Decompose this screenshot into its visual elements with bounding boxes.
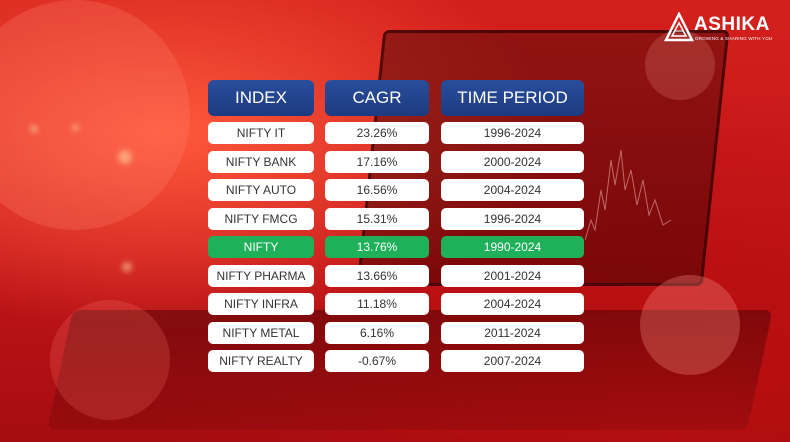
index-cell: NIFTY IT [208,122,314,144]
time-period-cell: 2004-2024 [441,293,584,315]
index-cell: NIFTY REALTY [208,350,314,372]
bokeh-light [50,300,170,420]
stock-chart-backdrop [585,149,672,241]
cagr-cell: 15.31% [325,207,429,230]
bokeh-light [0,0,190,230]
ashika-logo-mark-icon [664,12,694,42]
time-period-cell: 1990-2024 [441,236,584,258]
time-period-cell: 2007-2024 [441,350,584,372]
index-cell: NIFTY [208,236,314,258]
cagr-cell: 13.66% [325,264,429,287]
cagr-cell: 17.16% [325,150,429,173]
time-period-cell: 1996-2024 [441,207,584,230]
brand-tagline: GROWING & SHARING WITH YOU [695,36,773,41]
index-cell: NIFTY AUTO [208,179,314,201]
bokeh-light [30,125,38,133]
bokeh-light [640,275,740,375]
index-cell: NIFTY BANK [208,150,314,173]
cagr-cell: 11.18% [325,293,429,315]
time-period-cell: 2001-2024 [441,264,584,287]
time-period-cell: 1996-2024 [441,122,584,144]
time-period-cell: 2000-2024 [441,150,584,173]
cagr-cell: 16.56% [325,179,429,201]
index-cell: NIFTY METAL [208,321,314,344]
bokeh-light [118,150,132,164]
time-period-cell: 2011-2024 [441,321,584,344]
cagr-cell: 23.26% [325,122,429,144]
column-header-index: INDEX [208,80,314,116]
bokeh-light [72,124,79,131]
cagr-cell: 6.16% [325,321,429,344]
ashika-logo: ASHIKA GROWING & SHARING WITH YOU [664,12,774,46]
index-cell: NIFTY INFRA [208,293,314,315]
time-period-cell: 2004-2024 [441,179,584,201]
bokeh-light [645,30,715,100]
column-header-time-period: TIME PERIOD [441,80,584,116]
cagr-cell: -0.67% [325,350,429,372]
column-header-cagr: CAGR [325,80,429,116]
index-cell: NIFTY PHARMA [208,264,314,287]
bokeh-light [122,262,132,272]
brand-name: ASHIKA [694,14,770,35]
index-cell: NIFTY FMCG [208,207,314,230]
cagr-cell: 13.76% [325,236,429,258]
